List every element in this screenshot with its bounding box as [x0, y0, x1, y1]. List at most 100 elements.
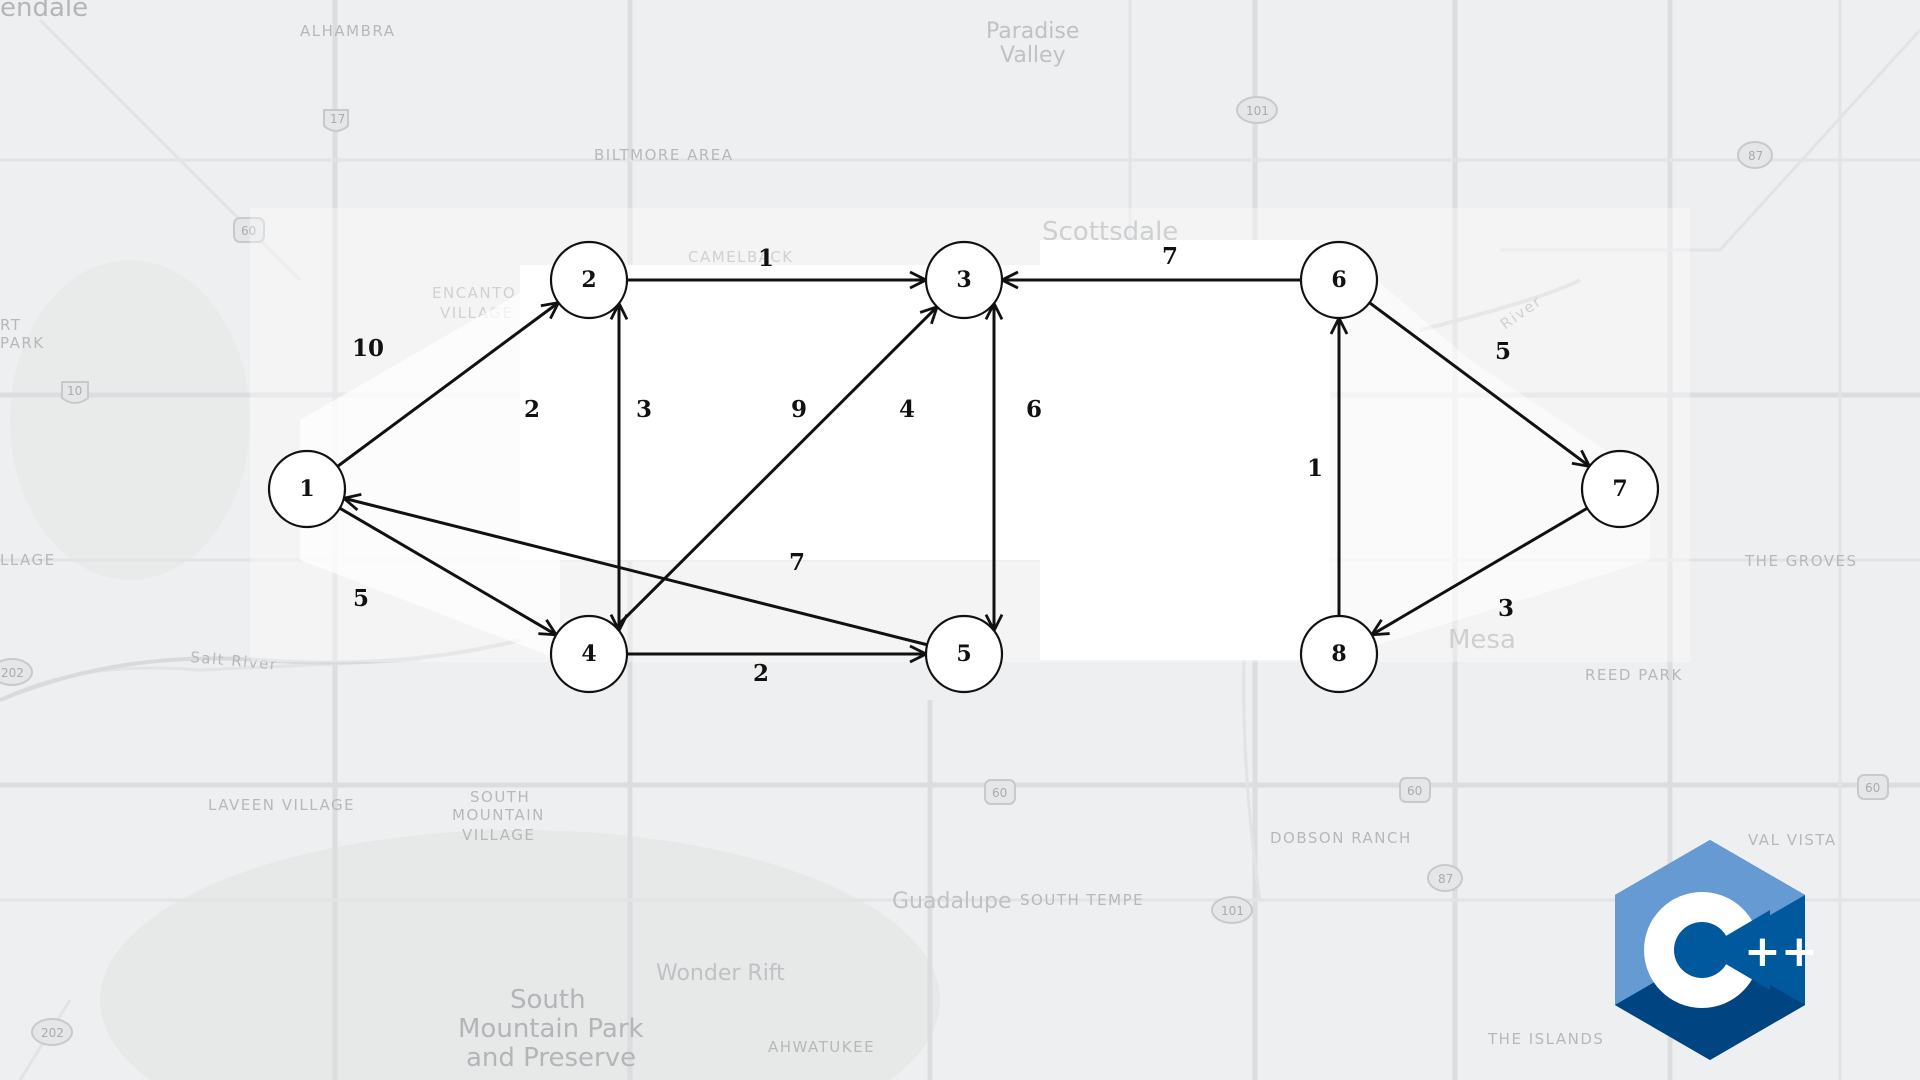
- map-label-rt: RT: [0, 316, 22, 334]
- map-label-south-mountain-village-2: MOUNTAIN: [452, 806, 545, 824]
- map-label-park: PARK: [0, 334, 45, 352]
- map-label-paradise-valley: Paradise: [986, 19, 1079, 44]
- map-label-camelback: CAMELBACK: [688, 248, 794, 266]
- node-label: 6: [1331, 267, 1346, 293]
- edge-weight-4-to-5: 2: [753, 660, 769, 687]
- svg-text:60: 60: [241, 224, 256, 238]
- node-label: 2: [581, 267, 596, 293]
- node-label: 5: [956, 641, 971, 667]
- node-circle: [549, 240, 629, 320]
- shield-icon: 60: [233, 217, 265, 243]
- svg-text:101: 101: [1246, 104, 1269, 118]
- edge-weight-1-to-4: 5: [353, 585, 369, 612]
- edge-4-to-3: [614, 307, 937, 629]
- graph-edges: 10 5 1 2 3 9 4 6 7 2 7 5 3 1: [336, 243, 1590, 687]
- edge-1-to-2: [336, 303, 559, 468]
- svg-text:60: 60: [1865, 781, 1880, 795]
- map-label-mesa: Mesa: [1448, 625, 1516, 655]
- node-circle: [549, 614, 629, 694]
- map-label-south-mountain-park-3: and Preserve: [466, 1043, 636, 1073]
- map-label-glendale: endale: [0, 0, 88, 23]
- shield-icon: 202: [0, 658, 33, 686]
- map-label-wonder-rift: Wonder Rift: [656, 961, 785, 986]
- map-label-south-mountain-park: South: [510, 985, 586, 1015]
- edge-weight-5-to-3: 6: [1026, 396, 1042, 423]
- graph-node-2: 2: [549, 240, 629, 320]
- svg-text:87: 87: [1748, 149, 1763, 163]
- node-circle: [267, 449, 347, 529]
- map-label-alhambra: ALHAMBRA: [300, 22, 395, 40]
- svg-text:17: 17: [330, 112, 345, 126]
- edge-6-to-7: [1368, 301, 1589, 467]
- edge-weight-4-to-3: 9: [791, 396, 807, 423]
- graph-nodes: 1 2 3 4 5 6 7 8: [267, 240, 1660, 694]
- edge-5-to-1: [344, 498, 928, 647]
- node-circle: [924, 614, 1004, 694]
- node-label: 4: [581, 641, 596, 667]
- cpp-logo-plus: ++: [1744, 926, 1818, 977]
- svg-text:10: 10: [67, 384, 82, 398]
- graph-node-1: 1: [267, 449, 347, 529]
- map-label-biltmore: BILTMORE AREA: [594, 146, 734, 164]
- node-label: 1: [299, 476, 314, 502]
- map-label-south-mountain-village-3: VILLAGE: [462, 826, 535, 844]
- graph-node-6: 6: [1299, 240, 1379, 320]
- svg-text:202: 202: [41, 1026, 64, 1040]
- edge-weight-4-to-2: 3: [636, 396, 652, 423]
- edge-1-to-4: [339, 506, 556, 635]
- node-circle: [924, 240, 1004, 320]
- node-circle: [1299, 240, 1379, 320]
- edge-7-to-8: [1372, 506, 1588, 635]
- node-label: 7: [1612, 476, 1627, 502]
- svg-text:101: 101: [1221, 904, 1244, 918]
- svg-text:202: 202: [1, 666, 24, 680]
- map-label-laveen: LAVEEN VILLAGE: [208, 796, 355, 814]
- node-label: 8: [1331, 641, 1346, 667]
- edge-weight-2-to-3: 1: [758, 245, 774, 272]
- map-label-south-mountain-park-2: Mountain Park: [458, 1014, 644, 1044]
- shield-icon: 87: [1427, 864, 1463, 892]
- map-label-ahwatukee: AHWATUKEE: [768, 1038, 875, 1056]
- map-label-south-mountain-village: SOUTH: [470, 788, 530, 806]
- graph-node-8: 8: [1299, 614, 1379, 694]
- shield-icon: 60: [1857, 774, 1889, 800]
- map-label-encanto: ENCANTO: [432, 284, 516, 302]
- shield-icon: 10: [61, 381, 89, 404]
- cpp-logo: ++: [1615, 840, 1818, 1060]
- edge-weight-7-to-8: 3: [1498, 595, 1514, 622]
- shield-icon: 202: [31, 1018, 73, 1046]
- node-circle: [1299, 614, 1379, 694]
- edge-weight-1-to-2: 10: [352, 335, 384, 362]
- svg-text:60: 60: [992, 786, 1007, 800]
- shield-icon: 87: [1737, 141, 1773, 169]
- graph-node-5: 5: [924, 614, 1004, 694]
- diagram-panel: [250, 208, 1690, 662]
- map-label-guadalupe: Guadalupe: [892, 889, 1011, 914]
- shield-icon: 101: [1236, 96, 1278, 124]
- node-label: 3: [956, 267, 971, 293]
- edge-weight-6-to-3: 7: [1162, 243, 1178, 270]
- map-label-dobson-ranch: DOBSON RANCH: [1270, 829, 1412, 847]
- shield-icon: 60: [1399, 777, 1431, 803]
- edge-weight-6-to-7: 5: [1495, 338, 1511, 365]
- edge-weight-8-to-6: 1: [1307, 455, 1323, 482]
- shield-icon: 17: [323, 109, 349, 132]
- edge-weight-2-to-4: 2: [524, 396, 540, 423]
- map-label-paradise-valley-2: Valley: [1000, 43, 1066, 68]
- svg-text:60: 60: [1407, 784, 1422, 798]
- node-circle: [1580, 449, 1660, 529]
- svg-text:87: 87: [1438, 872, 1453, 886]
- graph-node-3: 3: [924, 240, 1004, 320]
- map-label-the-islands: THE ISLANDS: [1487, 1030, 1604, 1048]
- map-label-reed-park: REED PARK: [1585, 666, 1683, 684]
- graph-node-7: 7: [1580, 449, 1660, 529]
- map-label-south-tempe: SOUTH TEMPE: [1020, 891, 1144, 909]
- map-label-val-vista: VAL VISTA: [1748, 831, 1837, 849]
- graph-node-4: 4: [549, 614, 629, 694]
- edge-weight-3-to-5: 4: [899, 396, 915, 423]
- map-label-llage: LLAGE: [0, 551, 56, 569]
- edge-weight-5-to-1: 7: [789, 549, 805, 576]
- shield-icon: 60: [984, 779, 1016, 805]
- shield-icon: 101: [1211, 896, 1253, 924]
